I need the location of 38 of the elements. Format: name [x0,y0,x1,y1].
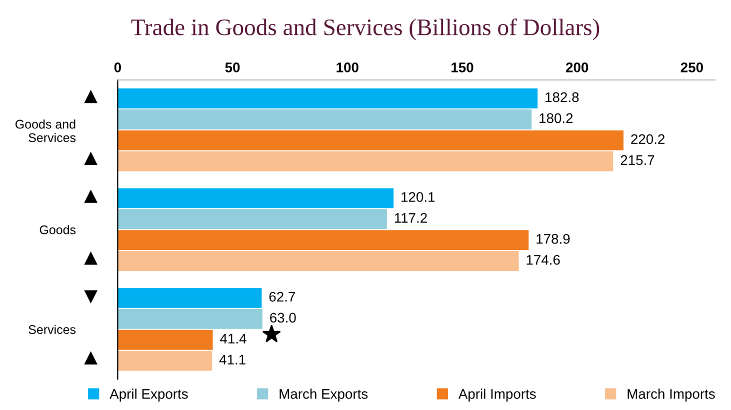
data-label: 117.2 [394,213,427,223]
bar [118,308,262,329]
y-tick-label: Goods [40,225,76,234]
x-tick-label: 150 [452,62,474,72]
x-tick-label: 250 [680,62,703,72]
bar [118,130,624,150]
data-label: 215.7 [620,155,654,165]
data-label: 120.1 [402,192,435,202]
bar [118,288,262,308]
data-label: 178.9 [536,234,570,244]
bar [118,151,614,172]
data-label: 182.8 [546,92,579,102]
bar [118,188,394,208]
chart-title: Trade in Goods and Services (Billions of Dollars) [131,18,600,40]
y-tick-label: Goods and Services [16,119,76,142]
data-label: 174.6 [526,254,560,265]
data-label: 62.7 [269,292,295,302]
data-label: 63.0 [270,312,296,323]
data-label: 41.1 [219,354,246,364]
legend-label: April Imports [458,388,536,402]
data-label: 220.2 [631,134,664,144]
legend-label: March Imports [628,388,715,402]
data-label: 41.4 [220,334,246,344]
bar [118,209,387,230]
bar [118,350,212,371]
x-tick-label: 50 [225,62,240,72]
x-tick-label: 200 [566,62,588,72]
bar [118,330,213,350]
x-tick-label: 0 [114,62,121,72]
legend-label: April Exports [110,388,188,402]
legend-label: March Exports [280,388,368,402]
bar [118,88,538,108]
data-label: 180.2 [540,113,573,124]
bar [118,251,519,272]
bar [118,109,532,130]
y-tick-label: Services [28,324,76,334]
x-tick-label: 100 [336,62,358,72]
bar [118,230,529,250]
